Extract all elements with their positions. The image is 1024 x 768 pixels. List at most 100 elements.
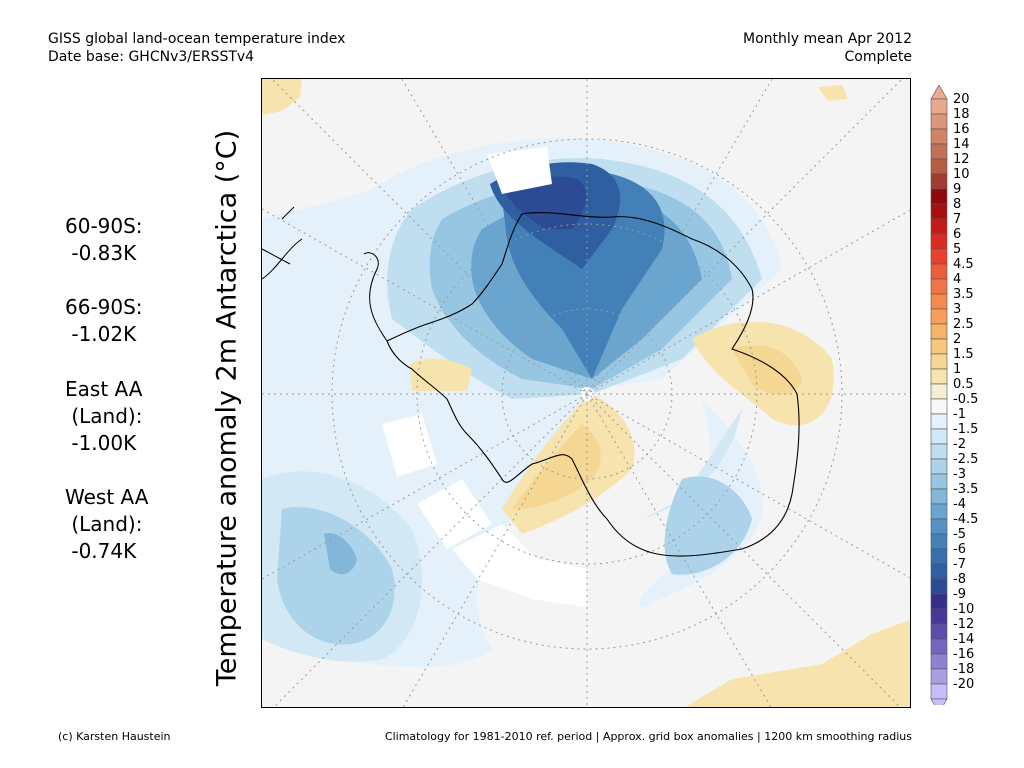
colorbar-swatch (930, 263, 948, 280)
colorbar-label: -9 (953, 587, 966, 602)
colorbar-swatch (930, 203, 948, 220)
colorbar-swatch (930, 473, 948, 490)
colorbar-label: 18 (953, 107, 970, 122)
header-left: GISS global land-ocean temperature index… (48, 30, 345, 66)
colorbar-swatch (930, 188, 948, 205)
missing-data (382, 414, 437, 477)
colorbar-label: -12 (953, 617, 974, 632)
colorbar-swatch (930, 398, 948, 415)
colorbar-arrow-top (930, 85, 948, 100)
colorbar-label: -1.5 (953, 422, 978, 437)
colorbar-swatch (930, 458, 948, 475)
colorbar-swatch (930, 668, 948, 685)
colorbar-swatch (930, 683, 948, 700)
colorbar-label: 8 (953, 197, 961, 212)
colorbar-label: 2 (953, 332, 961, 347)
colorbar-swatch (930, 413, 948, 430)
database-label: Date base: GHCNv3/ERSSTv4 (48, 49, 255, 65)
colorbar-swatch (930, 548, 948, 565)
stat-value: -1.02K (65, 322, 137, 346)
colorbar-label: -4.5 (953, 512, 978, 527)
colorbar-label: 4 (953, 272, 961, 287)
colorbar-arrow-bottom (930, 698, 948, 705)
anomaly-map (261, 78, 911, 708)
warm-patch (732, 345, 802, 395)
antarctic-peninsula (363, 252, 388, 342)
colorbar-label: -4 (953, 497, 966, 512)
missing-data (452, 524, 587, 607)
colorbar-label: 3 (953, 302, 961, 317)
colorbar-label: 16 (953, 122, 970, 137)
colorbar-swatch (930, 518, 948, 535)
map-canvas (262, 79, 910, 707)
colorbar-label: -7 (953, 557, 966, 572)
stat-west-aa: West AA (Land): -0.74K (65, 484, 148, 565)
colorbar-swatch (930, 143, 948, 160)
colorbar-swatch (930, 113, 948, 130)
stat-line: (Land): (65, 512, 143, 536)
warm-patch (685, 619, 910, 707)
stat-line: (Land): (65, 404, 143, 428)
stat-66-90s: 66-90S: -1.02K (65, 294, 143, 348)
colorbar-swatch (930, 653, 948, 670)
stat-line: 66-90S: (65, 295, 143, 319)
colorbar-swatch (930, 608, 948, 625)
colorbar-label: 4.5 (953, 257, 974, 272)
stat-line: East AA (65, 377, 143, 401)
colorbar-label: 6 (953, 227, 961, 242)
cold-halo (640, 399, 763, 609)
colorbar-label: 20 (953, 92, 970, 107)
south-america-coast (262, 206, 303, 280)
missing-data (487, 147, 552, 194)
colorbar-label: -3.5 (953, 482, 978, 497)
colorbar-swatch (930, 308, 948, 325)
colorbar-label: 7 (953, 212, 961, 227)
cold-patch (277, 507, 395, 645)
warm-patch (512, 424, 601, 509)
colorbar-label: 1 (953, 362, 961, 377)
warm-patch (410, 358, 472, 391)
colorbar-swatch (930, 353, 948, 370)
colorbar-swatch (930, 233, 948, 250)
stat-value: -0.83K (65, 241, 137, 265)
status-label: Complete (844, 49, 912, 65)
colorbar-swatch (930, 563, 948, 580)
colorbar-label: -5 (953, 527, 966, 542)
colorbar-label: -8 (953, 572, 966, 587)
colorbar-label: -14 (953, 632, 974, 647)
colorbar-label: -2 (953, 437, 966, 452)
colorbar-swatch (930, 638, 948, 655)
colorbar-swatch (930, 278, 948, 295)
colorbar-label: 9 (953, 182, 961, 197)
colorbar-swatch (930, 623, 948, 640)
colorbar-label: 12 (953, 152, 970, 167)
colorbar-label: -3 (953, 467, 966, 482)
stat-east-aa: East AA (Land): -1.00K (65, 376, 142, 457)
colorbar-swatch (930, 173, 948, 190)
colorbar-label: -20 (953, 677, 974, 692)
warm-patch (818, 85, 848, 101)
colorbar-swatch (930, 158, 948, 175)
colorbar-swatch (930, 593, 948, 610)
colorbar-swatch (930, 323, 948, 340)
colorbar-label: 5 (953, 242, 961, 257)
stat-line: West AA (65, 485, 149, 509)
colorbar-label: 1.5 (953, 347, 974, 362)
antarctica-coastline (386, 212, 800, 557)
colorbar-label: -16 (953, 647, 974, 662)
map-title: GISS global land-ocean temperature index (48, 31, 346, 47)
stat-value: -1.00K (65, 431, 137, 455)
stat-value: -0.74K (65, 539, 137, 563)
colorbar-swatch (930, 383, 948, 400)
colorbar-label: -2.5 (953, 452, 978, 467)
colorbar-swatch (930, 488, 948, 505)
colorbar-label: 14 (953, 137, 970, 152)
header-right: Monthly mean Apr 2012 Complete (743, 30, 912, 66)
cold-patch (664, 476, 752, 575)
cold-patch (324, 533, 357, 575)
period-label: Monthly mean Apr 2012 (743, 31, 912, 47)
colorbar-swatch (930, 98, 948, 115)
colorbar-swatch (930, 368, 948, 385)
missing-data (417, 479, 492, 549)
colorbar-swatch (930, 128, 948, 145)
